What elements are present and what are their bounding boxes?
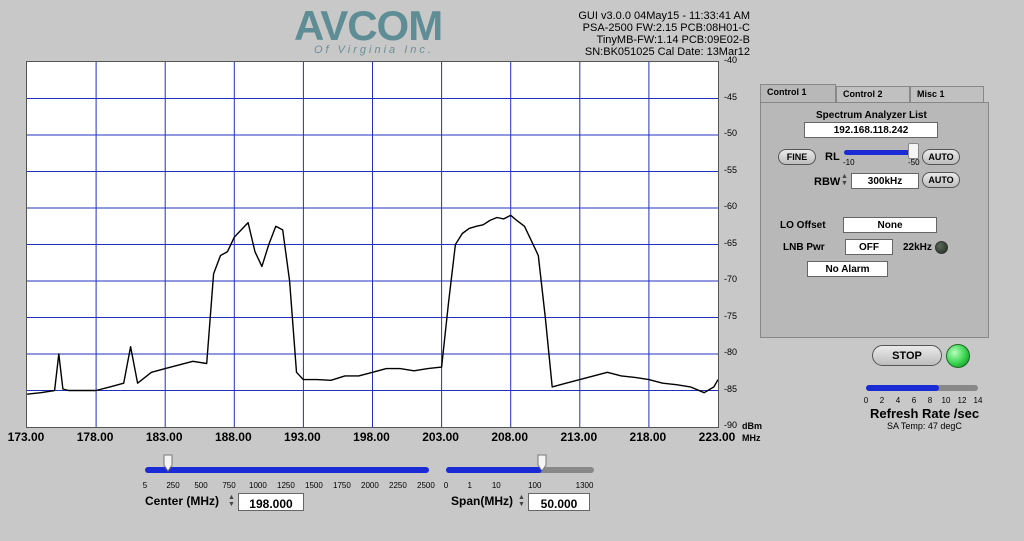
y-tick-label: -75 (724, 310, 738, 321)
span-field[interactable]: 50.000 (528, 493, 590, 511)
y-tick-label: -55 (724, 164, 738, 175)
center-tick-label: 2250 (389, 481, 407, 490)
ip-address-field[interactable]: 192.168.118.242 (804, 122, 938, 138)
center-tick-label: 2000 (361, 481, 379, 490)
refresh-tick-label: 8 (927, 396, 933, 405)
analyzer-list-title: Spectrum Analyzer List (816, 110, 927, 121)
y-tick-label: -65 (724, 237, 738, 248)
y-tick-label: -80 (724, 347, 738, 357)
22khz-label: 22kHz (903, 242, 932, 253)
refresh-tick-label: 14 (973, 396, 983, 405)
refresh-tick-label: 12 (957, 396, 967, 405)
y-tick-label: -50 (724, 128, 738, 138)
info-line: GUI v3.0.0 04May15 - 11:33:41 AM (578, 10, 750, 22)
rl-slider-thumb[interactable] (908, 143, 919, 159)
x-tick-label: 218.00 (629, 430, 667, 444)
x-tick-label: 183.00 (145, 430, 183, 444)
stop-button[interactable]: STOP (872, 345, 942, 366)
rl-label: RL (825, 151, 840, 163)
tab-control-2[interactable]: Control 2 (836, 86, 910, 102)
spectrum-plot[interactable] (26, 61, 719, 428)
center-field[interactable]: 198.000 (238, 493, 304, 511)
rbw-stepper[interactable]: ▲ ▼ (841, 173, 848, 187)
lo-offset-field[interactable]: None (843, 217, 937, 233)
y-tick-label: -40 (724, 55, 738, 65)
x-tick-label: 198.00 (353, 430, 390, 444)
y-unit: dBm (742, 421, 762, 431)
refresh-tick-label: 6 (911, 396, 917, 405)
spectrum-svg (26, 62, 719, 427)
lnb-power-label: LNB Pwr (783, 242, 825, 253)
center-slider-thumb[interactable] (163, 454, 173, 472)
alarm-status-field: No Alarm (807, 261, 888, 277)
center-tick-label: 1000 (249, 481, 267, 490)
span-tick-label: 0 (443, 481, 449, 490)
rbw-auto-button[interactable]: AUTO (922, 172, 960, 188)
device-info: GUI v3.0.0 04May15 - 11:33:41 AM PSA-250… (578, 10, 750, 58)
x-tick-label: 173.00 (7, 430, 45, 444)
refresh-tick-label: 4 (895, 396, 901, 405)
status-led-icon (946, 344, 970, 368)
tab-control-1[interactable]: Control 1 (760, 84, 836, 103)
refresh-rate-fill (866, 385, 939, 391)
y-tick-label: -70 (724, 274, 738, 284)
y-tick-label: -45 (724, 91, 738, 102)
logo-brand: AVCOM (294, 2, 443, 49)
center-tick-label: 5 (142, 481, 148, 490)
refresh-tick-label: 2 (879, 396, 885, 405)
span-tick-label: 1 (467, 481, 472, 490)
center-slider[interactable] (145, 467, 429, 473)
rl-min-label: -10 (843, 158, 855, 167)
center-tick-label: 2500 (417, 481, 435, 490)
span-stepper[interactable]: ▲ ▼ (518, 494, 525, 508)
refresh-rate-slider[interactable] (866, 385, 978, 391)
sa-temp-label: SA Temp: 47 degC (887, 421, 962, 431)
rl-max-label: -50 (908, 158, 920, 167)
info-line: TinyMB-FW:1.14 PCB:09E02-B (596, 34, 750, 46)
avcom-logo: AVCOM Of Virginia Inc. (290, 2, 460, 60)
x-tick-label: 188.00 (214, 430, 252, 444)
span-slider-fill (446, 467, 543, 473)
center-tick-label: 1250 (277, 481, 295, 490)
22khz-led-icon (935, 241, 948, 254)
y-tick-label: -60 (724, 201, 738, 211)
info-line: PSA-2500 FW:2.15 PCB:08H01-C (582, 22, 750, 34)
refresh-tick-label: 10 (941, 396, 951, 405)
rl-auto-button[interactable]: AUTO (922, 149, 960, 165)
y-tick-label: -90 (724, 420, 738, 430)
refresh-tick-label: 0 (863, 396, 869, 405)
fine-button[interactable]: FINE (778, 149, 816, 165)
center-tick-label: 250 (166, 481, 180, 490)
x-tick-label: 223.00 (698, 430, 736, 444)
center-label: Center (MHz) (145, 494, 219, 508)
x-tick-label: 178.00 (76, 430, 114, 444)
x-tick-label: 193.00 (284, 430, 321, 444)
center-tick-label: 500 (194, 481, 208, 490)
tab-misc-1[interactable]: Misc 1 (910, 86, 984, 102)
x-tick-label: 203.00 (422, 430, 459, 444)
rbw-label: RBW (814, 176, 841, 188)
lnb-power-field[interactable]: OFF (845, 239, 893, 255)
center-tick-label: 1500 (305, 481, 323, 490)
span-label: Span(MHz) (451, 494, 513, 508)
span-tick-label: 100 (528, 481, 542, 490)
x-tick-label: 208.00 (491, 430, 529, 444)
x-unit: MHz (742, 433, 761, 443)
logo-subtitle: Of Virginia Inc. (314, 44, 434, 56)
span-tick-label: 1300 (575, 481, 594, 490)
span-slider-thumb[interactable] (537, 454, 547, 472)
center-stepper[interactable]: ▲ ▼ (228, 494, 235, 508)
rl-slider[interactable] (844, 150, 916, 155)
refresh-rate-label: Refresh Rate /sec (870, 406, 980, 421)
center-tick-label: 750 (222, 481, 236, 490)
x-tick-label: 213.00 (560, 430, 598, 444)
center-tick-label: 1750 (333, 481, 351, 490)
spectrum-trace (26, 214, 719, 395)
rbw-field[interactable]: 300kHz (851, 173, 919, 189)
y-tick-label: -85 (724, 383, 738, 394)
span-slider[interactable] (446, 467, 594, 473)
span-tick-label: 10 (491, 481, 501, 490)
lo-offset-label: LO Offset (780, 220, 826, 231)
info-line: SN:BK051025 Cal Date: 13Mar12 (584, 46, 750, 58)
